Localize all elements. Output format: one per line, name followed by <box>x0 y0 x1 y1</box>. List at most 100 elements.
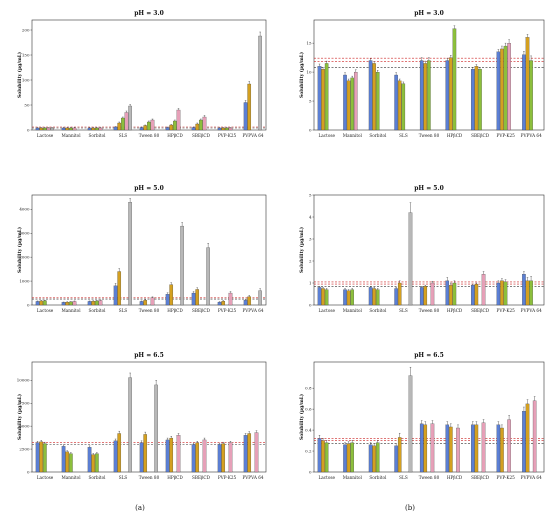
bar <box>117 122 122 131</box>
bar <box>474 283 479 306</box>
bar <box>427 60 431 131</box>
bar <box>372 445 376 473</box>
x-tick-label: SLS <box>399 475 408 480</box>
bar <box>128 105 132 131</box>
bar <box>522 54 526 131</box>
bar <box>419 60 424 131</box>
y-tick-label: 0.6 <box>305 407 312 412</box>
bar <box>343 74 347 131</box>
x-tick-label: Sorbitol <box>369 308 387 313</box>
x-tick-label: Tween 80 <box>419 133 440 138</box>
x-tick-label: Lactose <box>319 308 336 313</box>
bar <box>397 80 402 131</box>
x-tick-label: PVPVA 64 <box>242 308 263 313</box>
bar <box>408 212 413 306</box>
bar <box>525 403 530 473</box>
panel-2: pH = 5.0 Solubility (µg/mL) 0 1000 2000 3000 4… <box>16 185 267 313</box>
x-tick-label: Mannitol <box>343 133 363 138</box>
panel-title: pH = 5.0 <box>134 185 164 192</box>
bar <box>401 83 406 131</box>
x-tick-label: HPβCD <box>167 308 183 313</box>
bar <box>481 422 486 473</box>
bar <box>445 60 450 131</box>
bar <box>150 119 155 131</box>
x-tick-label: SBEβCD <box>192 475 211 480</box>
y-axis-label: Solubility (µg/mL) <box>298 394 305 440</box>
bar <box>430 423 435 473</box>
bar <box>375 289 380 306</box>
bar <box>217 444 222 473</box>
bar <box>221 301 226 306</box>
bar <box>368 287 373 306</box>
bar <box>117 433 122 473</box>
bar <box>143 300 148 306</box>
y-axis-label: Solubility (µg/mL) <box>16 227 23 273</box>
bar <box>529 60 533 131</box>
bar <box>350 77 354 131</box>
bar <box>113 440 118 473</box>
x-tick-label: Lactose <box>37 475 54 480</box>
bar <box>419 287 424 306</box>
bar <box>143 125 148 131</box>
x-tick-label: SLS <box>119 133 128 138</box>
figure-label-b: (b) <box>405 504 415 512</box>
panel-0: pH = 3.0 Solubility (µg/mL) 0 50 100 150 200 La… <box>16 10 267 138</box>
x-tick-label: SBEβCD <box>471 475 490 480</box>
bar <box>496 424 501 473</box>
bar <box>95 453 99 473</box>
bar <box>39 441 44 473</box>
x-tick-label: PVP-K25 <box>218 133 237 138</box>
bar <box>368 444 373 473</box>
bar <box>43 127 47 131</box>
bar <box>221 127 226 131</box>
y-tick-label: 5 <box>309 192 312 197</box>
x-tick-label: Tween 80 <box>419 308 440 313</box>
bar <box>321 440 325 473</box>
y-tick-label: 2500 <box>19 446 30 451</box>
bar <box>228 442 233 473</box>
x-tick-label: PVPVA 64 <box>242 475 263 480</box>
bar <box>180 225 184 306</box>
bar <box>87 127 92 131</box>
bar <box>507 43 511 131</box>
bar <box>165 127 170 131</box>
bar <box>176 109 181 131</box>
x-tick-label: Sorbitol <box>89 133 107 138</box>
bar <box>221 443 226 473</box>
bar <box>169 124 174 131</box>
x-tick-label: PVP-K25 <box>497 475 516 480</box>
bar <box>346 80 351 131</box>
bar <box>532 400 537 473</box>
bar <box>69 127 73 131</box>
bar <box>247 83 252 131</box>
bar <box>474 424 479 473</box>
bar <box>243 300 248 306</box>
bar <box>525 37 530 131</box>
y-tick-label: 200 <box>22 27 30 32</box>
x-tick-label: PVP-K25 <box>218 308 237 313</box>
bar <box>39 300 44 306</box>
panel-3: pH = 5.0 Solubility (µg/mL) 0 1 2 3 4 5 Lactose M… <box>298 185 545 313</box>
bar <box>217 127 222 131</box>
y-tick-label: 0 <box>309 127 312 132</box>
x-tick-label: SLS <box>399 133 408 138</box>
y-tick-label: 2000 <box>19 255 30 260</box>
bar <box>98 300 103 306</box>
y-tick-label: 100 <box>22 77 30 82</box>
y-tick-label: 0 <box>309 469 312 474</box>
panel-title: pH = 6.5 <box>414 352 444 359</box>
bar <box>128 202 132 306</box>
bar <box>91 301 96 306</box>
panel-title: pH = 3.0 <box>134 10 164 17</box>
bar <box>247 296 252 306</box>
y-tick-label: 50 <box>24 102 30 107</box>
bar <box>191 127 196 131</box>
y-tick-label: 150 <box>22 52 30 57</box>
bar <box>471 424 475 473</box>
bar <box>394 74 398 131</box>
bar <box>95 127 99 131</box>
bar <box>419 423 424 473</box>
bar <box>91 454 96 473</box>
bar <box>445 424 450 473</box>
x-tick-label: HPβCD <box>167 133 183 138</box>
